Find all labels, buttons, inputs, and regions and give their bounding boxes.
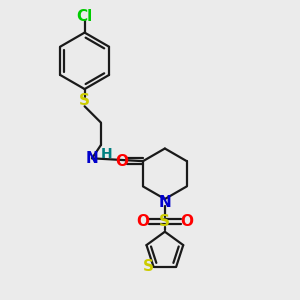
Text: N: N bbox=[86, 151, 98, 166]
Text: O: O bbox=[180, 214, 193, 229]
Text: S: S bbox=[159, 214, 170, 229]
Text: S: S bbox=[143, 259, 154, 274]
Text: N: N bbox=[158, 194, 171, 209]
Text: O: O bbox=[116, 154, 129, 169]
Text: O: O bbox=[137, 214, 150, 229]
Text: H: H bbox=[101, 147, 113, 161]
Text: Cl: Cl bbox=[76, 9, 93, 24]
Text: S: S bbox=[79, 93, 90, 108]
